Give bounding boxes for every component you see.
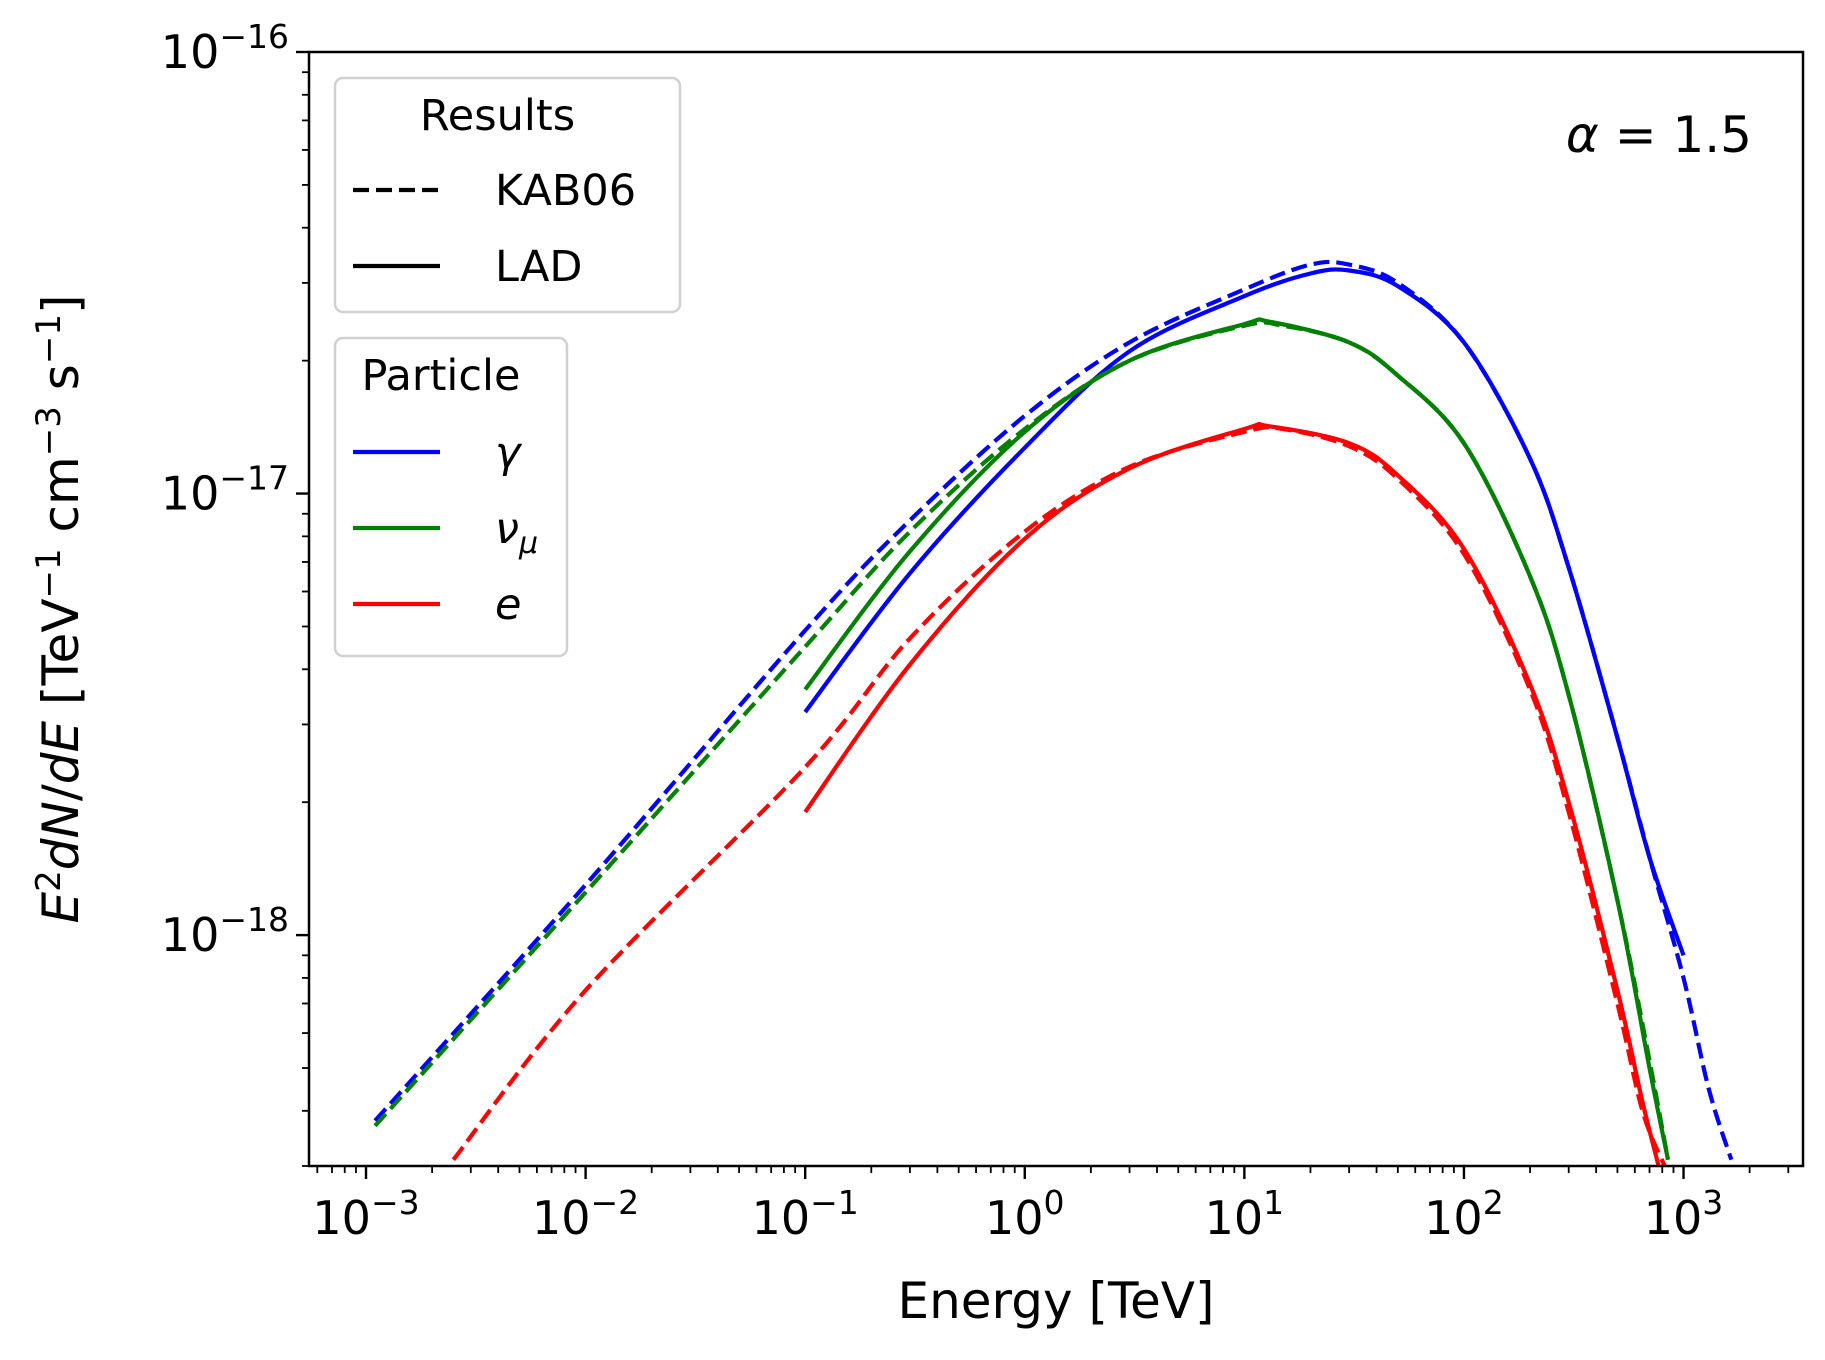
- legend-label: KAB06: [495, 166, 636, 216]
- x-tick-label: 103: [1644, 1183, 1724, 1245]
- series-line-gamma-lad: [803, 267, 1686, 956]
- alpha-annotation: α = 1.5: [1566, 106, 1752, 164]
- plot-frame: [307, 50, 1805, 1168]
- series-line-electron-kab06: [451, 425, 1667, 1166]
- series-line-numu-kab06: [373, 320, 1671, 1161]
- legend-box: [333, 76, 682, 314]
- x-tick-label: 102: [1424, 1183, 1504, 1245]
- legend-label: e: [495, 580, 521, 630]
- y-tick-label: 10−16: [161, 17, 289, 79]
- x-tick-label: 10−2: [532, 1183, 639, 1245]
- y-axis-label: E2dN/dE [TeV−1 cm−3 s−1]: [29, 295, 90, 924]
- legend-box: [333, 336, 569, 658]
- y-tick-label: 10−17: [161, 459, 289, 521]
- x-tick-label: 100: [985, 1183, 1065, 1245]
- x-tick-label: 10−3: [312, 1183, 419, 1245]
- x-tick-label: 10−1: [752, 1183, 859, 1245]
- y-tick-label: 10−18: [161, 900, 289, 962]
- series-layer: [373, 259, 1734, 1166]
- x-tick-label: 101: [1205, 1183, 1285, 1245]
- legend-title: Particle: [362, 351, 521, 401]
- legend-label: γ: [495, 428, 523, 478]
- legend-results: Results KAB06 LAD: [333, 76, 682, 314]
- series-line-numu-lad: [803, 317, 1671, 1161]
- legend-particle: Particle γ νμ e: [333, 336, 569, 658]
- series-line-gamma-kab06: [373, 259, 1734, 1161]
- tick-layer: 10−3 10−2 10−1 100 101 102 103 10−18 10−17 10−16: [161, 17, 1790, 1245]
- legend-label: νμ: [495, 504, 538, 561]
- legend-label: LAD: [495, 242, 582, 292]
- x-axis-label: Energy [TeV]: [898, 1272, 1215, 1330]
- legend-title: Results: [420, 91, 575, 141]
- series-line-electron-lad: [803, 422, 1661, 1166]
- series-group: [373, 259, 1734, 1166]
